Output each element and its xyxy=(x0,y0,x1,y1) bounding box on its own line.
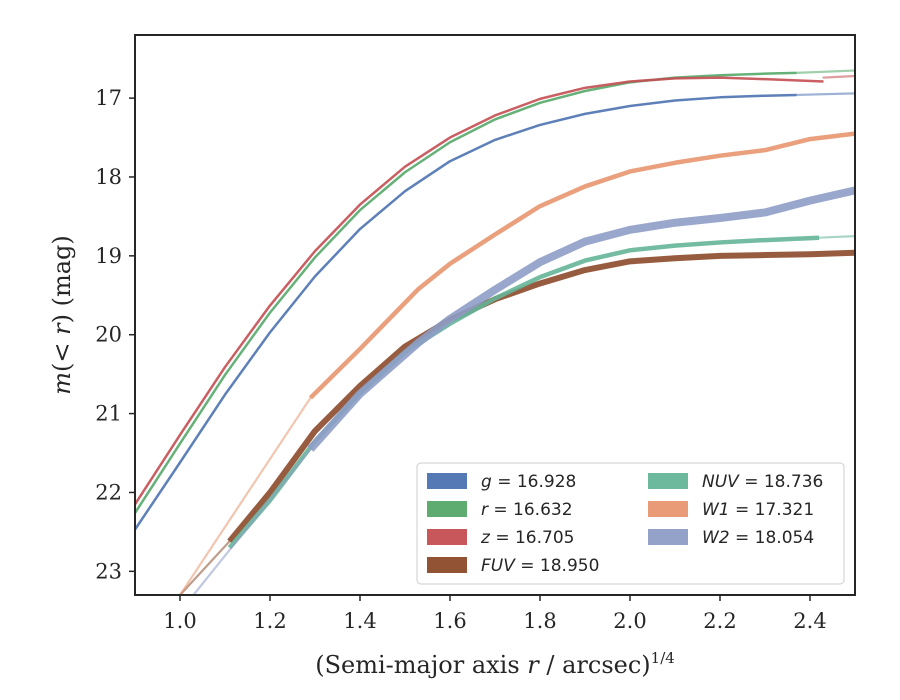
legend: g = 16.928 r = 16.632 z = 16.705 FUV = 18.9… xyxy=(416,462,845,585)
y-tick-label: 17 xyxy=(95,86,122,110)
legend-label-nuv: NUV = 18.736 xyxy=(702,472,823,492)
series-g-line xyxy=(135,93,797,531)
legend-box xyxy=(416,462,845,585)
series-w1-extrapolation xyxy=(178,396,312,595)
y-axis-label: m(< r) (mag) xyxy=(48,235,76,395)
legend-swatch-w1 xyxy=(648,501,688,517)
x-tick-label: 2.0 xyxy=(613,609,646,633)
series-z-line xyxy=(135,76,824,505)
legend-label-fuv: FUV = 18.950 xyxy=(481,556,599,576)
y-tick-label: 22 xyxy=(95,480,122,504)
x-tick-label: 1.0 xyxy=(163,609,196,633)
legend-swatch-z xyxy=(427,529,467,545)
x-tick-label: 2.2 xyxy=(703,609,736,633)
legend-swatch-fuv xyxy=(427,557,467,573)
x-tick-label: 1.8 xyxy=(523,609,556,633)
plot-frame xyxy=(134,34,856,596)
y-tick-label: 19 xyxy=(95,244,122,268)
series-w1-line xyxy=(308,131,855,400)
y-tick-label: 21 xyxy=(95,402,122,426)
series-z-extrapolation xyxy=(822,74,855,79)
legend-label-w1: W1 = 17.321 xyxy=(702,500,814,520)
axes: 1.0 1.2 1.4 1.6 1.8 2.0 2.2 2.4 17 18 19 20 21 22 23 (S… xyxy=(48,34,856,679)
legend-label-w2: W2 = 18.054 xyxy=(702,528,814,548)
series-fuv-line xyxy=(227,249,855,544)
x-axis-label: (Semi-major axis r / arcsec)1/4 xyxy=(315,649,675,679)
plot-area xyxy=(135,69,855,595)
series-lines xyxy=(135,69,855,595)
legend-swatch-nuv xyxy=(648,473,688,489)
legend-label-g: g = 16.928 xyxy=(481,472,576,492)
series-r-line xyxy=(135,71,797,514)
series-w2-extrapolation xyxy=(192,447,312,595)
legend-swatch-r xyxy=(427,501,467,517)
y-tick-label: 18 xyxy=(95,165,122,189)
legend-label-z: z = 16.705 xyxy=(480,528,574,548)
x-tick-label: 2.4 xyxy=(793,609,826,633)
y-tick-label: 20 xyxy=(95,323,122,347)
x-tick-label: 1.2 xyxy=(253,609,286,633)
series-g-extrapolation xyxy=(795,92,855,97)
x-tick-label: 1.4 xyxy=(343,609,376,633)
legend-swatch-g xyxy=(427,473,467,489)
x-tick-label: 1.6 xyxy=(433,609,466,633)
series-w2-line xyxy=(307,186,855,452)
y-tick-label: 23 xyxy=(95,559,122,583)
series-nuv-extrapolation xyxy=(817,235,855,239)
legend-label-r: r = 16.632 xyxy=(481,500,573,520)
series-r-extrapolation xyxy=(795,69,855,74)
legend-swatch-w2 xyxy=(648,529,688,545)
series-fuv-extrapolation xyxy=(178,540,231,595)
